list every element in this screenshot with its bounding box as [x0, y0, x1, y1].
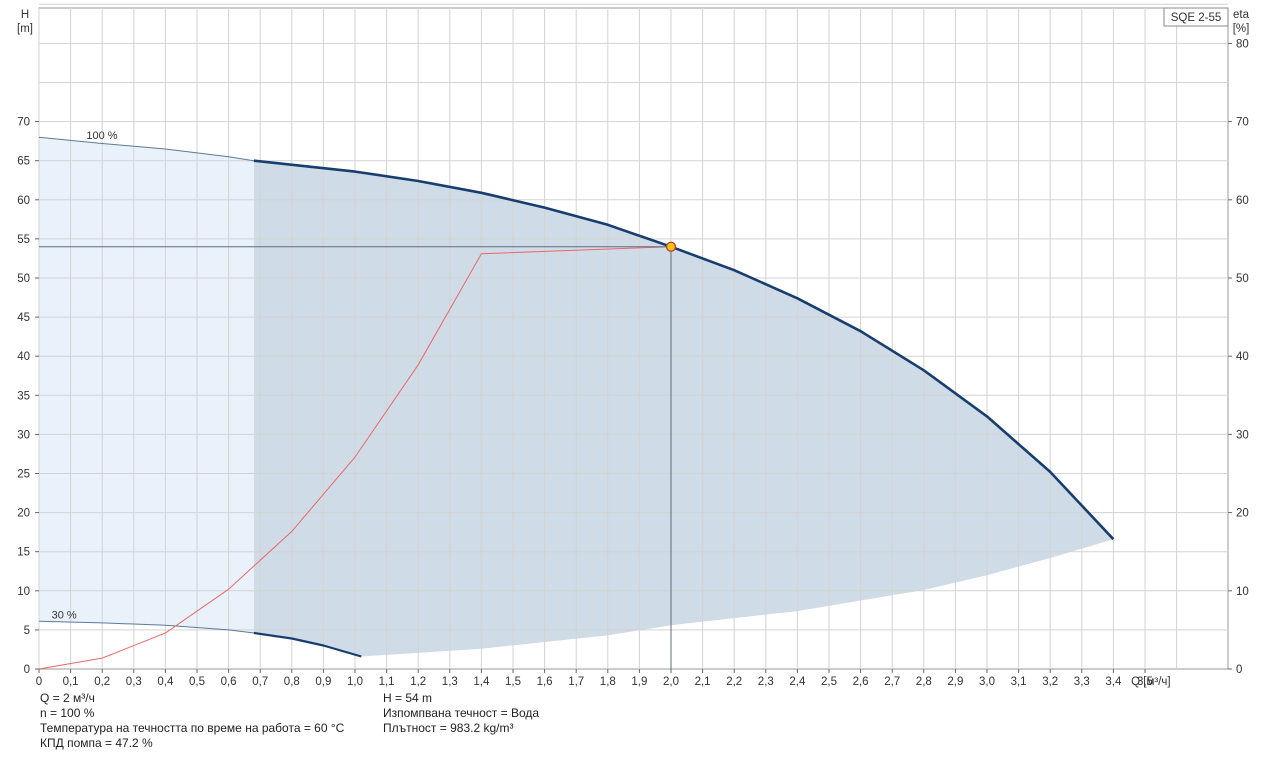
x-tick-label: 1,4 — [473, 676, 490, 688]
x-tick-label: 3,3 — [1074, 676, 1090, 688]
x-tick-label: 3,2 — [1042, 676, 1058, 688]
info-liquid: Изпомпвана течност = Вода — [383, 706, 540, 720]
x-tick-label: 0,6 — [221, 676, 237, 688]
curve-100 — [253, 159, 1115, 541]
y-right-tick-label: 80 — [1236, 38, 1249, 50]
x-tick-label: 1,6 — [537, 676, 553, 688]
x-tick-label: 2,9 — [947, 676, 963, 688]
x-axis-label: Q [м³/ч] — [1131, 676, 1170, 688]
y-left-tick-label: 50 — [17, 273, 30, 285]
x-tick-label: 0,1 — [63, 676, 79, 688]
x-tick-label: 2,5 — [821, 676, 837, 688]
x-tick-label: 0,9 — [315, 676, 331, 688]
x-tick-label: 0,3 — [126, 676, 142, 688]
info-density: Плътност = 983.2 kg/m³ — [383, 721, 514, 735]
y-right-tick-label: 10 — [1236, 586, 1249, 598]
x-tick-label: 1,1 — [379, 676, 395, 688]
x-tick-label: 1,7 — [568, 676, 584, 688]
y-left-tick-label: 0 — [24, 664, 30, 676]
x-tick-label: 3,5 — [1137, 676, 1153, 688]
y-left-tick-label: 25 — [17, 469, 30, 481]
info-right: H = 54 m Изпомпвана течност = Вода Плътн… — [383, 691, 539, 736]
y-right-tick-label: 50 — [1236, 273, 1249, 285]
info-flow: Q = 2 м³/ч — [40, 691, 95, 705]
curve-100-label: 100 % — [86, 130, 117, 142]
y-left-axis-unit: [m] — [17, 23, 33, 35]
info-efficiency: КПД помпа = 47.2 % — [40, 736, 153, 750]
y-left-tick-label: 55 — [17, 234, 30, 246]
x-tick-label: 1,2 — [410, 676, 426, 688]
info-head: H = 54 m — [383, 691, 433, 705]
x-tick-label: 2,3 — [758, 676, 774, 688]
x-tick-label: 0 — [36, 676, 42, 688]
y-left-tick-label: 10 — [17, 586, 30, 598]
x-tick-label: 0,8 — [284, 676, 300, 688]
curve-30 — [253, 631, 362, 658]
y-right-axis-name: eta — [1233, 9, 1250, 21]
x-tick-label: 2,0 — [663, 676, 679, 688]
x-tick-label: 2,8 — [916, 676, 932, 688]
info-left: Q = 2 м³/ч n = 100 % Температура на течн… — [40, 691, 344, 751]
y-right-tick-label: 0 — [1236, 664, 1242, 676]
y-left-axis-name: H — [21, 9, 29, 21]
pump-performance-chart: 100 % 30 % 0 0,1 0,2 0,3 0,4 0,5 0,6 0,7 0,8 0,9 1,0… — [17, 3, 1250, 688]
y-right-axis-unit: [%] — [1233, 23, 1250, 35]
y-right-tick-label: 60 — [1236, 195, 1249, 207]
y-left-tick-label: 40 — [17, 351, 30, 363]
operating-range-region — [253, 160, 1114, 657]
y-right-tick-label: 20 — [1236, 508, 1249, 520]
y-left-tick-label: 70 — [17, 117, 30, 129]
x-tick-label: 2,6 — [853, 676, 869, 688]
x-tick-label: 2,7 — [884, 676, 900, 688]
y-right-tick-label: 30 — [1236, 429, 1249, 441]
y-right-tick-label: 70 — [1236, 117, 1249, 129]
x-tick-label: 0,2 — [94, 676, 110, 688]
x-tick-label: 0,7 — [252, 676, 268, 688]
info-temperature: Температура на течността по време на раб… — [40, 721, 345, 735]
y-left-tick-label: 60 — [17, 195, 30, 207]
curve-30-label: 30 % — [52, 610, 77, 622]
x-tick-label: 0,4 — [157, 676, 174, 688]
y-left-tick-label: 5 — [24, 625, 30, 637]
y-left-tick-label: 35 — [17, 390, 30, 402]
x-tick-label: 1,3 — [442, 676, 458, 688]
y-left-tick-label: 20 — [17, 508, 30, 520]
y-left-tick-label: 15 — [17, 547, 30, 559]
y-left-tick-label: 65 — [17, 156, 30, 168]
x-tick-label: 2,4 — [789, 676, 806, 688]
y-right-tick-label: 40 — [1236, 351, 1249, 363]
low-flow-region — [39, 137, 254, 633]
x-tick-label: 3,0 — [979, 676, 995, 688]
x-tick-label: 3,4 — [1105, 676, 1122, 688]
y-left-tick-label: 45 — [17, 312, 30, 324]
x-tick-label: 2,2 — [726, 676, 742, 688]
x-tick-label: 1,0 — [347, 676, 363, 688]
x-tick-label: 3,1 — [1011, 676, 1027, 688]
info-speed: n = 100 % — [40, 706, 95, 720]
x-tick-label: 2,1 — [695, 676, 711, 688]
title-box — [1163, 7, 1229, 27]
chart-title: SQE 2-55 — [1171, 12, 1222, 24]
x-tick-label: 1,5 — [505, 676, 521, 688]
curve-100-low-flow — [38, 136, 254, 162]
x-tick-label: 1,8 — [600, 676, 616, 688]
x-tick-label: 1,9 — [631, 676, 647, 688]
x-tick-label: 0,5 — [189, 676, 205, 688]
y-left-tick-label: 30 — [17, 429, 30, 441]
curve-30-low-flow — [38, 620, 254, 634]
efficiency-curve — [38, 246, 672, 670]
duty-point — [665, 241, 677, 252]
